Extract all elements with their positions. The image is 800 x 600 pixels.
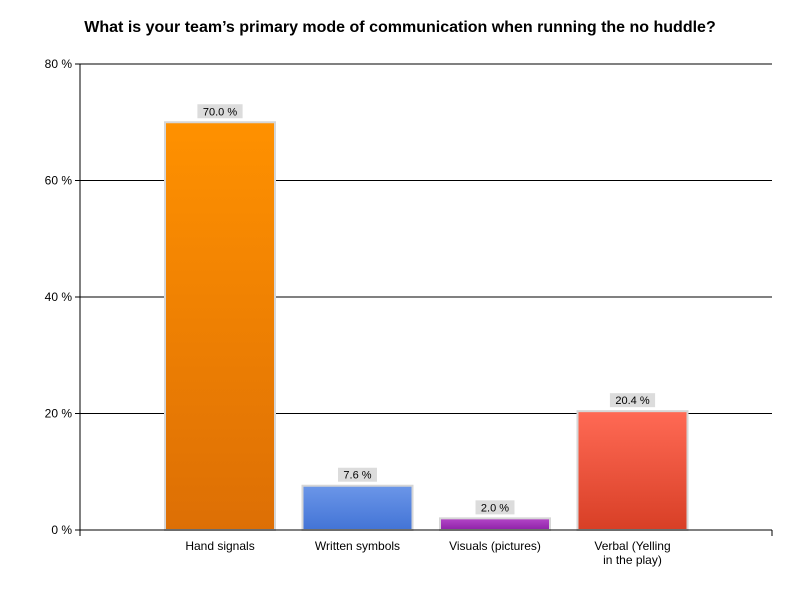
data-label-background bbox=[197, 104, 243, 119]
x-tick-label: Verbal (Yelling bbox=[594, 539, 670, 553]
y-tick-label: 0 % bbox=[51, 523, 72, 537]
x-tick-label: in the play) bbox=[603, 553, 662, 567]
bar-3 bbox=[576, 410, 689, 532]
x-tick-label: Visuals (pictures) bbox=[449, 539, 541, 553]
data-label: 70.0 % bbox=[203, 106, 237, 118]
bar-0 bbox=[164, 121, 276, 531]
y-tick-label: 40 % bbox=[45, 290, 73, 304]
axis-layer bbox=[75, 63, 773, 536]
data-label-background bbox=[609, 393, 656, 408]
labels-layer: 0 % 20 % 40 % 60 % 80 % 70.0 % Hand signals 7.6… bbox=[45, 57, 671, 567]
bar-2 bbox=[439, 517, 551, 531]
data-label: 7.6 % bbox=[343, 470, 371, 482]
x-tick-label: Hand signals bbox=[185, 539, 254, 553]
x-tick-label: Written symbols bbox=[315, 539, 400, 553]
y-tick-label: 60 % bbox=[45, 174, 73, 188]
chart-title: What is your team’s primary mode of comm… bbox=[84, 19, 716, 36]
data-label-background bbox=[338, 467, 377, 482]
data-label: 2.0 % bbox=[481, 502, 509, 514]
bar-1 bbox=[301, 484, 414, 532]
y-tick-label: 20 % bbox=[45, 407, 73, 421]
data-label: 20.4 % bbox=[615, 395, 649, 407]
y-tick-label: 80 % bbox=[45, 57, 73, 71]
bars-layer bbox=[164, 121, 689, 532]
data-label-background bbox=[475, 500, 515, 515]
